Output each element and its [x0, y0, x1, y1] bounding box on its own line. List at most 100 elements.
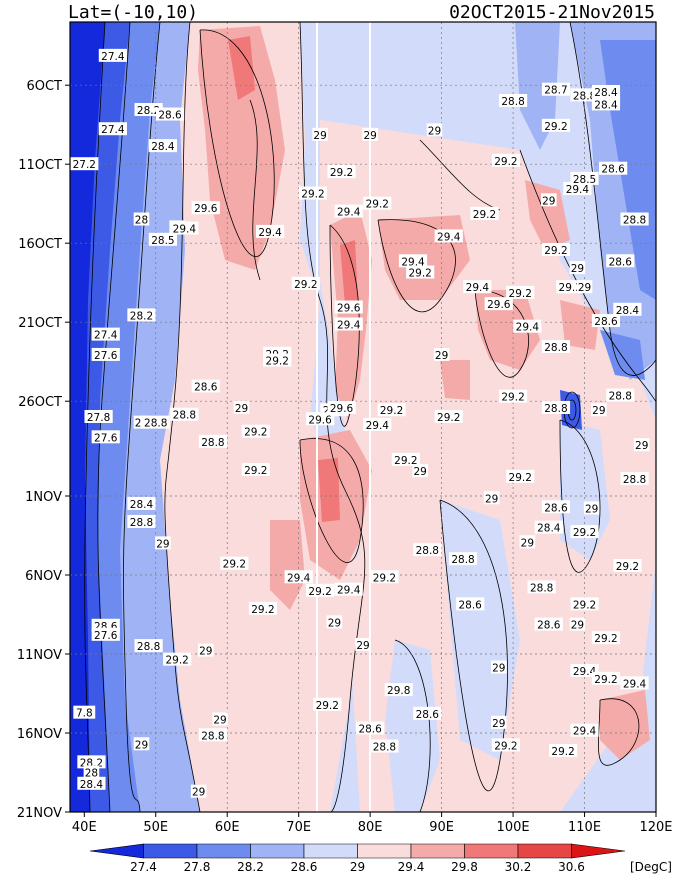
colorbar: 27.4 27.8 28.2 28.6 29 29.4 29.8 30.2 30.6	[89, 843, 626, 874]
contour-label-text: 27.6	[94, 432, 118, 444]
contour-label: 29.4	[334, 204, 363, 219]
contour-label-text: 28.6	[609, 256, 633, 268]
contour-label-text: 29.2	[437, 412, 460, 424]
contour-label-text: 27.2	[73, 159, 96, 171]
contour-label: 28.8	[570, 88, 599, 102]
contour-label: 29.2	[241, 463, 270, 477]
contour-label-bg	[570, 525, 599, 539]
colorbar-segment	[517, 843, 572, 859]
contour-label-bg	[606, 388, 635, 402]
y-tick-label: 1NOV	[25, 490, 62, 505]
contour-label-text: 27.6	[94, 630, 118, 642]
contour-label: 29.4	[570, 663, 599, 678]
contour-label-bg	[127, 514, 156, 528]
contour-label-bg	[327, 400, 356, 414]
contour-label-bg	[448, 552, 478, 566]
contour-label-bg	[70, 157, 99, 171]
x-tick-label: 60E	[215, 820, 240, 835]
contour-label: 29	[569, 617, 586, 632]
contour-label-bg	[413, 706, 442, 720]
y-tick-label: 21NOV	[17, 806, 62, 821]
contour-label-text: 28.5	[151, 235, 174, 247]
colorbar-segment	[410, 843, 465, 859]
contour-label-text: 29	[213, 714, 226, 726]
contour-label: 28.8	[527, 580, 556, 594]
contour-label-bg	[541, 82, 571, 96]
contour-label-text: 29	[356, 640, 369, 652]
contour-label-text: 29	[578, 282, 591, 294]
contour-label-bg	[334, 317, 363, 331]
contour-label-text: 28.2	[137, 105, 160, 117]
contour-label-text: 29.2	[380, 405, 403, 417]
contour-label-bg	[491, 738, 521, 752]
contour-label: 29.2	[613, 558, 642, 573]
contour-label-text: 28.8	[144, 418, 167, 430]
contour-label-text: 29.2	[573, 599, 596, 611]
plot-area: 27.428.228.627.428.427.229.6282929.428.5…	[70, 22, 656, 812]
contour-label: 28.8	[141, 415, 170, 430]
contour-label-text: 27.6	[94, 350, 118, 362]
contour-label: 28.6	[541, 500, 571, 514]
contour-label: 29	[633, 438, 650, 452]
contour-label-bg	[490, 660, 507, 674]
contour-label-text: 29.2	[594, 633, 617, 645]
contour-label-bg	[599, 161, 628, 175]
contour-label-text: 28.8	[416, 545, 439, 557]
contour-label-bg	[334, 300, 363, 314]
contour-label: 29.2	[470, 206, 499, 221]
contour-label: 28.4	[591, 97, 621, 111]
contour-label-bg	[77, 776, 106, 790]
contour-label-bg	[434, 410, 463, 423]
contour-label: 29	[483, 491, 500, 505]
contour-label: 29	[569, 261, 586, 275]
contour-label-text: 29.6	[337, 303, 361, 315]
contour-label-bg	[306, 583, 335, 597]
contour-label-text: 29	[492, 718, 505, 730]
contour-label-bg	[83, 765, 100, 779]
contour-label-text: 29.4	[366, 420, 390, 432]
contour-label: 28.8	[448, 552, 478, 566]
contour-label: 29.8	[384, 683, 413, 697]
contour-label: 29.2	[591, 631, 621, 645]
contour-label-text: 28.6	[416, 709, 440, 721]
contour-label-text: 28.6	[594, 316, 618, 328]
contour-label-text: 29	[571, 620, 584, 632]
contour-label: 28.4	[77, 776, 106, 791]
contour-label: 29.2	[327, 165, 356, 179]
contour-label-text: 28.8	[451, 554, 474, 566]
contour-label-bg	[241, 424, 270, 438]
contour-label: 29	[519, 535, 536, 549]
contour-label: 29.2	[220, 556, 249, 571]
contour-label-bg	[134, 103, 163, 117]
colorbar-level-label: 29.8	[451, 860, 478, 874]
contour-label-text: 28.8	[373, 742, 396, 754]
contour-label-bg	[570, 88, 599, 102]
contour-label-bg	[84, 410, 113, 423]
contour-label-bg	[498, 389, 528, 403]
x-tick-label: 110E	[568, 820, 601, 835]
contour-label-text: 28.8	[544, 342, 567, 354]
contour-label-text: 29.2	[251, 604, 274, 616]
contour-label-text: 29	[199, 646, 212, 658]
contour-label-text: 29	[313, 130, 326, 142]
contour-label-bg	[198, 728, 228, 742]
contour-label: 29	[212, 712, 228, 726]
contour-label: 7.8	[73, 705, 96, 720]
contour-label-bg	[606, 254, 635, 268]
x-tick-label: 50E	[143, 820, 168, 835]
contour-label-text: 28.8	[623, 215, 646, 227]
contour-label-text: 29.2	[616, 561, 639, 573]
contour-label-text: 28.8	[173, 410, 196, 422]
contour-label-bg	[326, 615, 343, 629]
contour-label-text: 29.2	[301, 189, 324, 201]
contour-label: 29	[326, 615, 343, 629]
colorbar-level-label: 27.4	[130, 860, 157, 874]
contour-label-bg	[613, 302, 642, 316]
contour-label-bg	[327, 165, 356, 179]
contour-label: 28	[133, 212, 150, 227]
contour-label-bg	[363, 196, 392, 210]
contour-label-bg	[384, 683, 413, 697]
contour-label-bg	[197, 643, 214, 657]
contour-label: 27.8	[84, 410, 113, 424]
contour-label: 29.2	[363, 196, 392, 211]
